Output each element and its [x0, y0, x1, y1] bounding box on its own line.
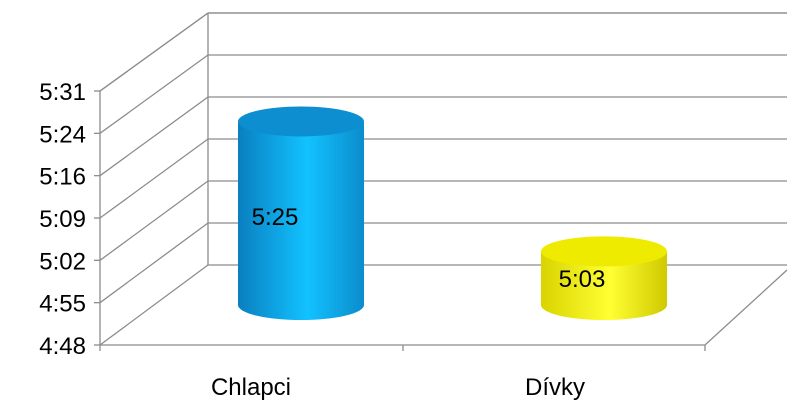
bar-Chlapci: [238, 106, 364, 320]
bar-top: [238, 106, 364, 137]
y-tick-label: 5:31: [39, 79, 86, 106]
bar-Dívky: [541, 236, 667, 320]
gridline: [99, 264, 787, 346]
data-labels: 5:25 5:03: [252, 204, 606, 293]
y-tick-label: 5:02: [39, 248, 86, 275]
gridline: [99, 138, 787, 219]
y-tick-label: 4:48: [39, 333, 86, 360]
axes: [94, 90, 706, 351]
gridline: [99, 12, 787, 92]
y-tick-label: 5:16: [39, 164, 86, 191]
gridline: [99, 222, 787, 304]
floor-edge: [100, 269, 788, 346]
y-tick-label: 5:09: [39, 206, 86, 233]
gridlines: [99, 12, 787, 346]
x-axis-categories: Chlapci Dívky: [211, 374, 585, 401]
y-tick-label: 4:55: [39, 291, 86, 318]
chart-walls: [100, 13, 788, 346]
x-category-label: Chlapci: [211, 374, 291, 401]
bar-body: [238, 121, 364, 320]
x-category-label: Dívky: [525, 374, 585, 401]
data-label: 5:25: [252, 204, 299, 231]
data-label: 5:03: [559, 266, 606, 293]
y-tick-label: 5:24: [39, 121, 86, 148]
gridline: [99, 180, 787, 261]
y-axis-ticks: 4:48 4:55 5:02 5:09 5:16 5:24 5:31: [39, 79, 86, 360]
bar-body: [541, 251, 667, 320]
bars: [238, 106, 667, 320]
gridline: [99, 12, 209, 92]
gridline: [99, 96, 787, 177]
bar-top: [541, 236, 667, 267]
gridline: [99, 54, 787, 134]
